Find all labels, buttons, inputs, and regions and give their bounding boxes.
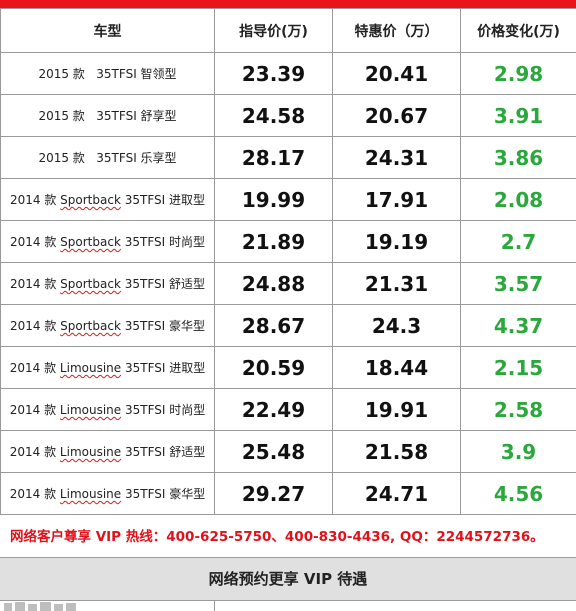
model-year: 2014 款 (9, 277, 57, 291)
model-cell: 2014 款 Limousine 35TFSI 进取型 (0, 346, 215, 389)
model-line: Limousine (59, 487, 122, 501)
table-row: 2014 款 Limousine 35TFSI 豪华型 29.27 24.71 4.5… (0, 472, 576, 515)
model-year: 2014 款 (9, 403, 57, 417)
model-line: Sportback (60, 277, 121, 291)
special-price-cell: 17.91 (332, 178, 461, 221)
model-cell: 2014 款 Sportback 35TFSI 进取型 (0, 178, 215, 221)
model-line: Limousine (59, 361, 122, 375)
model-cell: 2014 款 Limousine 35TFSI 时尚型 (0, 388, 215, 431)
model-year: 2015 款 (38, 109, 85, 123)
guide-price-cell: 28.17 (214, 136, 333, 179)
price-change-cell: 4.56 (460, 472, 576, 515)
special-price-cell: 24.31 (332, 136, 461, 179)
header-special-price: 特惠价（万） (332, 8, 461, 53)
model-trim: 35TFSI 舒适型 (124, 277, 205, 291)
price-change-cell: 3.91 (460, 94, 576, 137)
model-line: Sportback (60, 319, 121, 333)
table-row: 2014 款 Sportback 35TFSI 时尚型 21.89 19.19 2.7 (0, 220, 576, 263)
special-price-cell: 21.31 (332, 262, 461, 305)
special-price-cell: 20.41 (332, 52, 461, 95)
special-price-cell: 21.58 (332, 430, 461, 473)
table-row: 2014 款 Limousine 35TFSI 舒适型 25.48 21.58 3.9 (0, 430, 576, 473)
model-trim: 35TFSI 豪华型 (124, 319, 205, 333)
model-line: Sportback (60, 235, 121, 249)
price-change-cell: 3.57 (460, 262, 576, 305)
price-change-cell: 3.86 (460, 136, 576, 179)
model-cell: 2015 款 35TFSI 乐享型 (0, 136, 215, 179)
guide-price-cell: 24.58 (214, 94, 333, 137)
price-change-cell: 2.08 (460, 178, 576, 221)
model-year: 2014 款 (9, 319, 57, 333)
model-cell: 2014 款 Limousine 35TFSI 舒适型 (0, 430, 215, 473)
table-row: 2015 款 35TFSI 乐享型 28.17 24.31 3.86 (0, 136, 576, 179)
table-row: 2015 款 35TFSI 舒享型 24.58 20.67 3.91 (0, 94, 576, 137)
table-row: 2014 款 Sportback 35TFSI 进取型 19.99 17.91 2.0… (0, 178, 576, 221)
model-trim: 35TFSI 进取型 (124, 361, 206, 375)
special-price-cell: 24.3 (332, 304, 461, 347)
model-year: 2014 款 (9, 235, 57, 249)
model-line: Sportback (60, 193, 121, 207)
special-price-cell: 20.67 (332, 94, 461, 137)
special-price-cell: 18.44 (332, 346, 461, 389)
guide-price-cell: 23.39 (214, 52, 333, 95)
model-year: 2014 款 (9, 445, 57, 459)
price-change-cell: 3.9 (460, 430, 576, 473)
model-cell: 2014 款 Sportback 35TFSI 时尚型 (0, 220, 215, 263)
model-cell: 2014 款 Sportback 35TFSI 豪华型 (0, 304, 215, 347)
price-change-cell: 4.37 (460, 304, 576, 347)
guide-price-cell: 28.67 (214, 304, 333, 347)
price-change-cell: 2.7 (460, 220, 576, 263)
model-cell: 2014 款 Limousine 35TFSI 豪华型 (0, 472, 215, 515)
vip-hotline-text: 网络客户尊享 VIP 热线：400-625-5750、400-830-4436,… (10, 529, 544, 545)
model-trim: 35TFSI 时尚型 (124, 403, 206, 417)
model-cell: 2014 款 Sportback 35TFSI 舒适型 (0, 262, 215, 305)
price-change-cell: 2.58 (460, 388, 576, 431)
header-model: 车型 (0, 8, 215, 53)
model-year: 2015 款 (38, 151, 85, 165)
model-year: 2014 款 (9, 361, 57, 375)
table-row: 2015 款 35TFSI 智领型 23.39 20.41 2.98 (0, 52, 576, 95)
guide-price-cell: 25.48 (214, 430, 333, 473)
model-trim: 35TFSI 时尚型 (124, 235, 205, 249)
special-price-cell: 19.19 (332, 220, 461, 263)
price-table: 车型 指导价(万) 特惠价（万） 价格变化(万) 2015 款 35TFSI 智… (0, 8, 576, 515)
model-trim: 35TFSI 智领型 (96, 67, 177, 81)
price-change-cell: 2.98 (460, 52, 576, 95)
model-year: 2014 款 (9, 487, 57, 501)
table-row: 2014 款 Sportback 35TFSI 舒适型 24.88 21.31 3.5… (0, 262, 576, 305)
vip-banner: 网络预约更享 VIP 待遇 (0, 557, 576, 601)
guide-price-cell: 20.59 (214, 346, 333, 389)
guide-price-cell: 19.99 (214, 178, 333, 221)
model-line: Limousine (59, 445, 122, 459)
special-price-cell: 19.91 (332, 388, 461, 431)
guide-price-cell: 24.88 (214, 262, 333, 305)
model-trim: 35TFSI 舒享型 (96, 109, 177, 123)
model-trim: 35TFSI 进取型 (124, 193, 205, 207)
column-divider (214, 601, 215, 611)
top-accent-bar (0, 0, 576, 8)
bottom-table-edge (0, 601, 576, 611)
model-trim: 35TFSI 舒适型 (124, 445, 206, 459)
header-guide-price: 指导价(万) (214, 8, 333, 53)
model-cell: 2015 款 35TFSI 智领型 (0, 52, 215, 95)
table-header-row: 车型 指导价(万) 特惠价（万） 价格变化(万) (0, 8, 576, 53)
guide-price-cell: 22.49 (214, 388, 333, 431)
header-price-change: 价格变化(万) (460, 8, 576, 53)
guide-price-cell: 21.89 (214, 220, 333, 263)
model-year: 2015 款 (38, 67, 85, 81)
watermark-logo (4, 602, 76, 611)
price-change-cell: 2.15 (460, 346, 576, 389)
model-line: Limousine (59, 403, 122, 417)
table-row: 2014 款 Limousine 35TFSI 时尚型 22.49 19.91 2.5… (0, 388, 576, 431)
table-row: 2014 款 Limousine 35TFSI 进取型 20.59 18.44 2.1… (0, 346, 576, 389)
guide-price-cell: 29.27 (214, 472, 333, 515)
special-price-cell: 24.71 (332, 472, 461, 515)
model-trim: 35TFSI 乐享型 (96, 151, 177, 165)
model-cell: 2015 款 35TFSI 舒享型 (0, 94, 215, 137)
table-row: 2014 款 Sportback 35TFSI 豪华型 28.67 24.3 4.37 (0, 304, 576, 347)
model-year: 2014 款 (9, 193, 57, 207)
model-trim: 35TFSI 豪华型 (124, 487, 206, 501)
